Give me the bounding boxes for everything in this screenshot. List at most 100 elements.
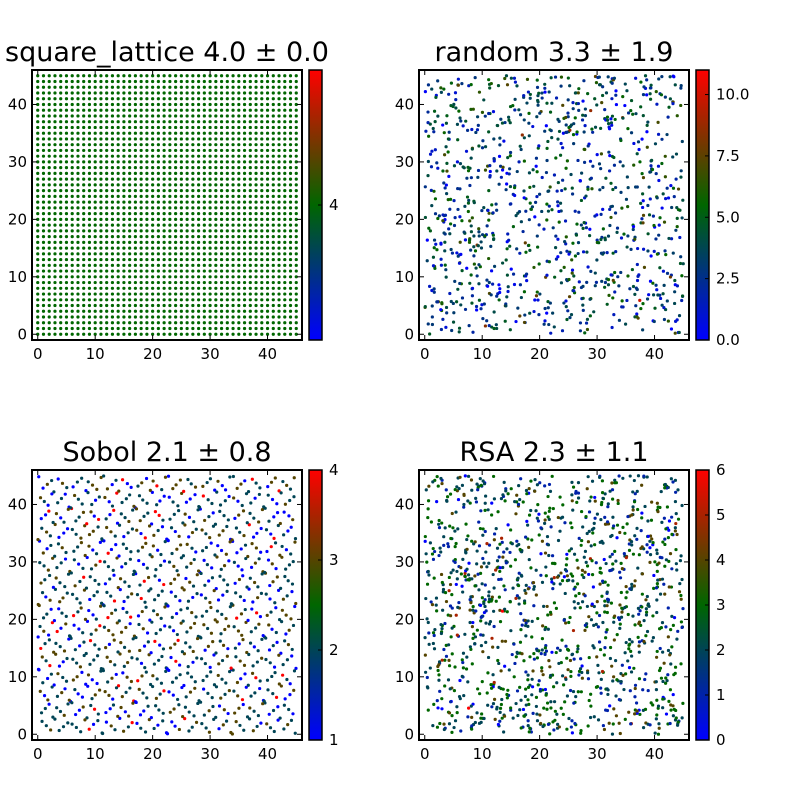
data-point <box>157 708 161 712</box>
data-point <box>294 298 298 302</box>
data-point <box>655 288 659 292</box>
data-point <box>237 286 241 290</box>
data-point <box>58 645 62 649</box>
data-point <box>70 177 74 181</box>
data-point <box>477 227 481 231</box>
data-point <box>277 217 281 221</box>
data-point <box>523 588 527 593</box>
data-point <box>294 326 298 331</box>
data-point <box>511 272 516 276</box>
data-point <box>70 592 75 597</box>
data-point <box>76 137 80 141</box>
data-point <box>231 160 235 164</box>
data-point <box>50 621 54 625</box>
data-point <box>528 726 532 730</box>
data-point <box>271 114 275 118</box>
data-point <box>156 292 160 296</box>
data-point <box>265 229 270 233</box>
data-point <box>82 309 86 313</box>
data-point <box>269 532 273 536</box>
data-point <box>77 515 81 519</box>
data-point <box>179 326 183 331</box>
data-point <box>643 504 647 509</box>
data-point <box>465 266 469 270</box>
data-point <box>545 218 549 222</box>
data-point <box>122 189 126 193</box>
data-point <box>203 648 207 652</box>
data-point <box>458 215 462 219</box>
data-point <box>492 156 496 161</box>
data-point <box>139 114 143 118</box>
data-point <box>93 298 97 302</box>
data-point <box>240 503 244 508</box>
data-point <box>616 275 620 279</box>
data-point <box>225 309 229 313</box>
data-point <box>36 223 40 227</box>
data-point <box>454 541 458 546</box>
data-point <box>254 286 258 290</box>
data-point <box>649 254 653 258</box>
data-point <box>179 206 183 210</box>
data-point <box>145 321 149 325</box>
data-point <box>145 315 149 319</box>
data-point <box>104 517 108 521</box>
data-point <box>145 143 149 147</box>
data-point <box>46 568 50 572</box>
data-point <box>145 235 149 239</box>
data-point <box>534 200 538 204</box>
data-point <box>208 85 212 89</box>
data-point <box>122 160 126 164</box>
data-point <box>156 528 160 533</box>
data-point <box>581 308 585 312</box>
data-point <box>676 187 681 191</box>
data-point <box>232 625 236 629</box>
data-point <box>190 610 194 615</box>
data-point <box>497 685 501 689</box>
data-point <box>237 223 241 227</box>
data-point <box>47 200 51 204</box>
data-point <box>529 479 533 483</box>
data-point <box>258 486 262 490</box>
data-point <box>168 303 172 308</box>
data-point <box>515 247 519 251</box>
data-point <box>128 97 132 101</box>
data-point <box>143 536 147 540</box>
data-point <box>235 680 240 685</box>
data-point <box>668 275 673 279</box>
data-point <box>612 524 616 528</box>
data-point <box>294 275 298 279</box>
data-point <box>116 257 120 262</box>
data-point <box>164 602 168 606</box>
data-point <box>105 280 109 285</box>
data-point <box>260 206 264 210</box>
y-tick-label: 20 <box>8 210 27 228</box>
data-point <box>93 235 97 239</box>
data-point <box>64 679 69 683</box>
data-point <box>206 644 210 649</box>
data-point <box>70 275 74 279</box>
data-point <box>601 496 605 500</box>
data-point <box>500 168 505 172</box>
data-point <box>492 609 496 613</box>
data-point <box>231 223 235 227</box>
data-point <box>122 269 126 273</box>
data-point <box>202 183 206 187</box>
data-point <box>242 79 247 84</box>
data-point <box>214 217 218 221</box>
data-point <box>82 653 86 658</box>
data-point <box>87 166 92 170</box>
data-point <box>202 102 206 107</box>
data-point <box>99 102 103 107</box>
data-point <box>122 166 126 170</box>
data-point <box>168 166 172 170</box>
data-point <box>595 258 599 262</box>
data-point <box>533 298 537 302</box>
data-point <box>450 251 455 255</box>
data-point <box>197 85 201 89</box>
data-point <box>151 194 155 198</box>
data-point <box>263 570 267 575</box>
data-point <box>277 240 281 244</box>
data-point <box>526 678 530 682</box>
data-point <box>446 137 451 141</box>
data-point <box>225 194 229 198</box>
